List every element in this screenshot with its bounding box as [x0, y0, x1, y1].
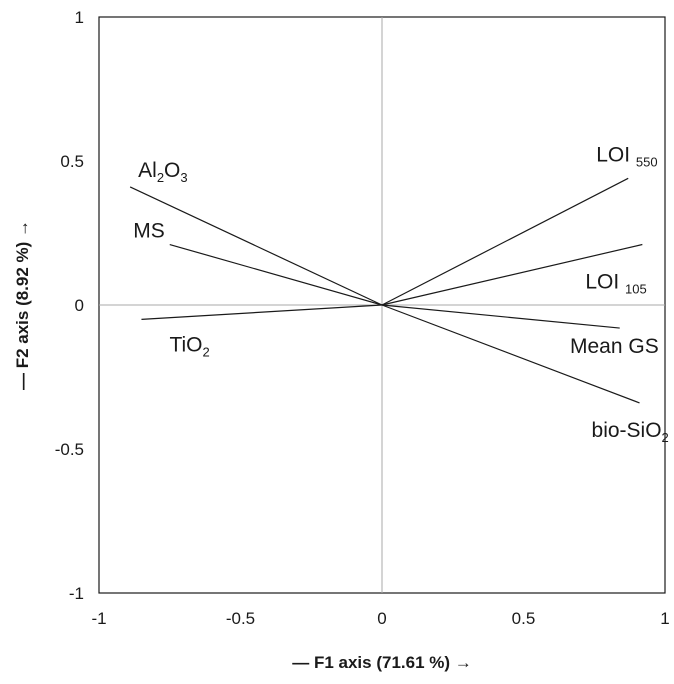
vector-label: MS [133, 220, 165, 243]
vector-line [169, 243, 383, 306]
y-tick-label: 0 [75, 296, 84, 315]
vector-line [129, 186, 383, 306]
y-tick-labels: 1 0.5 0 -0.5 -1 [55, 8, 84, 603]
y-tick-label: 1 [75, 8, 84, 27]
vector-line [141, 304, 383, 320]
vector-label: LOI 105 [585, 271, 646, 297]
x-tick-label: -0.5 [226, 609, 255, 628]
vector-label: TiO2 [169, 333, 209, 359]
vector-labels: Al2O3 MS TiO2 LOI 550 LOI 105 Mean GS bio-SiO2 [133, 143, 669, 445]
x-tick-label: 0 [377, 609, 386, 628]
x-tick-label: -1 [91, 609, 106, 628]
vector-line [381, 304, 640, 404]
y-tick-label: -0.5 [55, 440, 84, 459]
y-tick-label: -1 [69, 584, 84, 603]
x-tick-label: 1 [660, 609, 669, 628]
x-tick-label: 0.5 [512, 609, 536, 628]
vector-line [381, 304, 620, 329]
vector-label: LOI 550 [596, 143, 657, 169]
y-axis-title: — F2 axis (8.92 %) → [13, 220, 32, 390]
vector-line [381, 177, 629, 306]
x-tick-labels: -1 -0.5 0 0.5 1 [91, 609, 669, 628]
vector-label: Al2O3 [138, 159, 188, 185]
x-axis-title: — F1 axis (71.61 %) → [292, 653, 472, 672]
y-tick-label: 0.5 [60, 152, 84, 171]
vector-label: Mean GS [570, 335, 659, 358]
vector-line [381, 243, 643, 306]
vector-label: bio-SiO2 [592, 419, 669, 445]
loading-vectors [129, 177, 643, 404]
